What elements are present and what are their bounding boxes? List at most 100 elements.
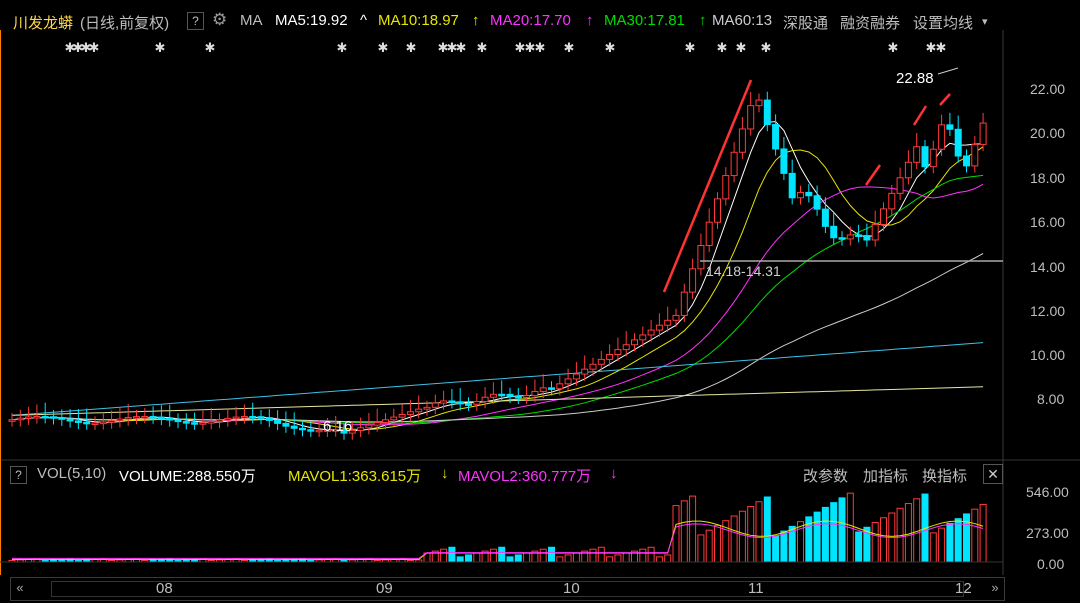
- add-indicator-button[interactable]: 加指标: [863, 468, 909, 485]
- candle-body: [738, 128, 746, 153]
- switch-indicator-button[interactable]: 换指标: [922, 468, 968, 485]
- ma-settings-button[interactable]: 设置均线: [913, 15, 974, 32]
- ma5-value: MA5:19.92: [275, 12, 348, 29]
- volume-bar: [971, 508, 979, 563]
- mavol1-arrow: ↓: [441, 465, 449, 482]
- event-marker-icon: ✱: [761, 40, 772, 55]
- candle-body: [821, 208, 829, 227]
- ma20-value: MA20:17.70: [490, 12, 571, 29]
- candle-body: [680, 291, 688, 316]
- volume-bar: [738, 510, 746, 563]
- candle-body: [199, 422, 207, 425]
- event-marker-icon: ✱: [205, 40, 216, 55]
- candle-body: [929, 148, 937, 168]
- candle-body: [863, 235, 871, 241]
- volume-bar: [548, 546, 555, 563]
- candle-body: [564, 378, 572, 385]
- scroll-left-icon[interactable]: «: [16, 580, 24, 595]
- price-tick: 20.00: [1030, 125, 1066, 141]
- volume-bar: [954, 518, 962, 563]
- mavol1-value: MAVOL1:363.615万: [288, 468, 422, 485]
- time-scrollbar[interactable]: « »: [10, 577, 1005, 601]
- candle-body: [813, 195, 821, 210]
- candle-body: [921, 146, 929, 168]
- edit-params-button[interactable]: 改参数: [803, 468, 849, 485]
- candle-body: [8, 419, 16, 422]
- period-label: (日线,前复权): [80, 15, 170, 32]
- candle-body: [290, 425, 298, 429]
- candle-body: [896, 177, 904, 194]
- volume-bar: [606, 556, 614, 563]
- volume-bar: [498, 546, 506, 563]
- gear-icon[interactable]: ⚙: [212, 10, 228, 29]
- candle-body: [182, 421, 190, 424]
- candle-body: [406, 411, 414, 415]
- volume-bar: [614, 554, 622, 563]
- trend-arrow: [864, 164, 882, 186]
- scrollbar-track[interactable]: [51, 581, 964, 597]
- close-icon[interactable]: ✕: [983, 464, 1003, 484]
- scroll-right-icon[interactable]: »: [991, 580, 999, 595]
- chart-header: 川发龙蟒 (日线,前复权) ? ⚙ MA MA5:19.92 ^ MA10:18…: [0, 0, 1080, 32]
- event-marker-icon: ✱: [438, 40, 449, 55]
- ma-line-60: [11, 253, 984, 423]
- price-tick: 10.00: [1030, 347, 1066, 363]
- candle-body: [99, 421, 107, 425]
- volume-bar: [622, 552, 630, 563]
- volume-help-icon[interactable]: ?: [10, 466, 27, 484]
- volume-bar: [979, 503, 987, 563]
- event-marker-icon: ✱: [73, 40, 84, 55]
- trend-arrow: [912, 105, 928, 126]
- candle-body: [838, 237, 846, 240]
- volume-bar: [705, 529, 713, 563]
- event-marker-icon: ✱: [936, 40, 947, 55]
- candle-body: [514, 395, 522, 399]
- ma5-arrow: ^: [360, 12, 368, 29]
- event-marker-icon: ✱: [155, 40, 166, 55]
- month-label: 10: [563, 580, 580, 597]
- candle-body: [191, 422, 199, 425]
- candle-body: [348, 429, 356, 434]
- volume-bar: [664, 554, 672, 563]
- candle-body: [257, 416, 265, 419]
- candle-body: [340, 429, 348, 434]
- candle-body: [398, 413, 406, 418]
- help-icon[interactable]: ?: [187, 12, 204, 30]
- event-marker-icon: ✱: [477, 40, 488, 55]
- chevron-down-icon[interactable]: ▾: [982, 16, 988, 28]
- volume-bar: [929, 532, 937, 563]
- link-shenzhen-connect[interactable]: 深股通: [783, 15, 829, 32]
- candle-body: [938, 124, 946, 150]
- candle-body: [763, 99, 771, 126]
- volume-bar: [514, 554, 522, 563]
- candle-body: [489, 393, 497, 398]
- event-marker-icon: ✱: [525, 40, 536, 55]
- volume-bar: [780, 530, 788, 563]
- event-marker-icon: ✱: [337, 40, 348, 55]
- link-margin-trading[interactable]: 融资融券: [840, 15, 901, 32]
- candle-body: [448, 400, 456, 403]
- candle-body: [730, 151, 738, 177]
- candle-body: [913, 146, 921, 163]
- stock-name[interactable]: 川发龙蟒: [13, 15, 74, 32]
- ma-line-250: [11, 386, 984, 416]
- candle-body: [174, 419, 182, 423]
- ma-label[interactable]: MA: [240, 12, 263, 29]
- low-price-label: 6.16: [323, 418, 353, 435]
- candle-body: [323, 429, 331, 432]
- candle-body: [357, 427, 365, 431]
- ma-line-10: [11, 146, 984, 431]
- candle-body: [465, 403, 472, 406]
- candle-body: [149, 415, 157, 419]
- volume-bar: [946, 522, 954, 563]
- volume-bar: [689, 495, 697, 563]
- volume-indicator-title[interactable]: VOL(5,10): [37, 465, 107, 482]
- candle-body: [614, 349, 622, 356]
- candle-body: [224, 417, 232, 421]
- volume-bar: [855, 531, 863, 563]
- candle-body: [747, 105, 755, 130]
- candle-body: [83, 421, 91, 425]
- volume-bar: [564, 554, 572, 563]
- event-marker-icon: ✱: [447, 40, 458, 55]
